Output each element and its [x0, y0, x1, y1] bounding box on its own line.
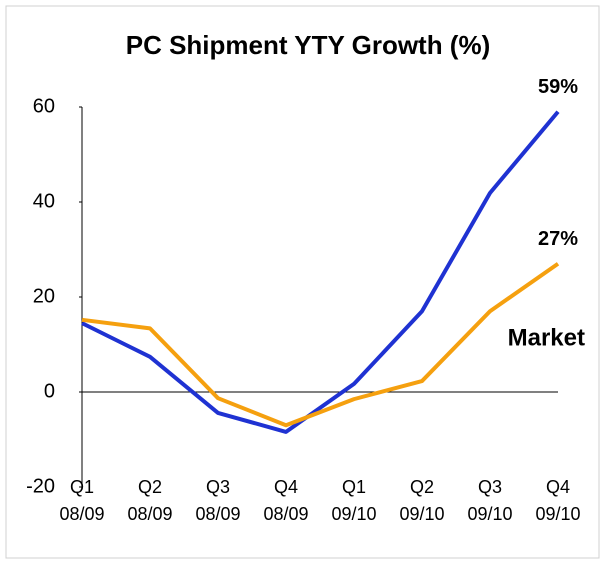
chart-title: PC Shipment YTY Growth (%) [126, 30, 491, 60]
x-tick-label: Q1 09/10 [331, 477, 376, 524]
x-tick-label: Q4 08/09 [263, 477, 308, 524]
x-tick-label: Q3 09/10 [467, 477, 512, 524]
y-tick-label: -20 [26, 475, 55, 497]
series-line [81, 110, 560, 434]
y-tick-label: 0 [44, 380, 55, 402]
x-tick-label: Q2 09/10 [399, 477, 444, 524]
x-tick-label: Q2 08/09 [127, 477, 172, 524]
chart-frame [5, 5, 600, 559]
series-line [81, 262, 560, 428]
value-label: 27% [538, 228, 578, 250]
x-tick-label: Q1 08/09 [59, 477, 104, 524]
y-tick-label: 60 [33, 95, 55, 117]
x-tick-label: Q4 09/10 [535, 477, 580, 524]
value-label: 59% [538, 76, 578, 98]
legend-label: Market [508, 325, 585, 352]
y-tick-label: 40 [33, 190, 55, 212]
x-tick-label: Q3 08/09 [195, 477, 240, 524]
y-tick-label: 20 [33, 285, 55, 307]
